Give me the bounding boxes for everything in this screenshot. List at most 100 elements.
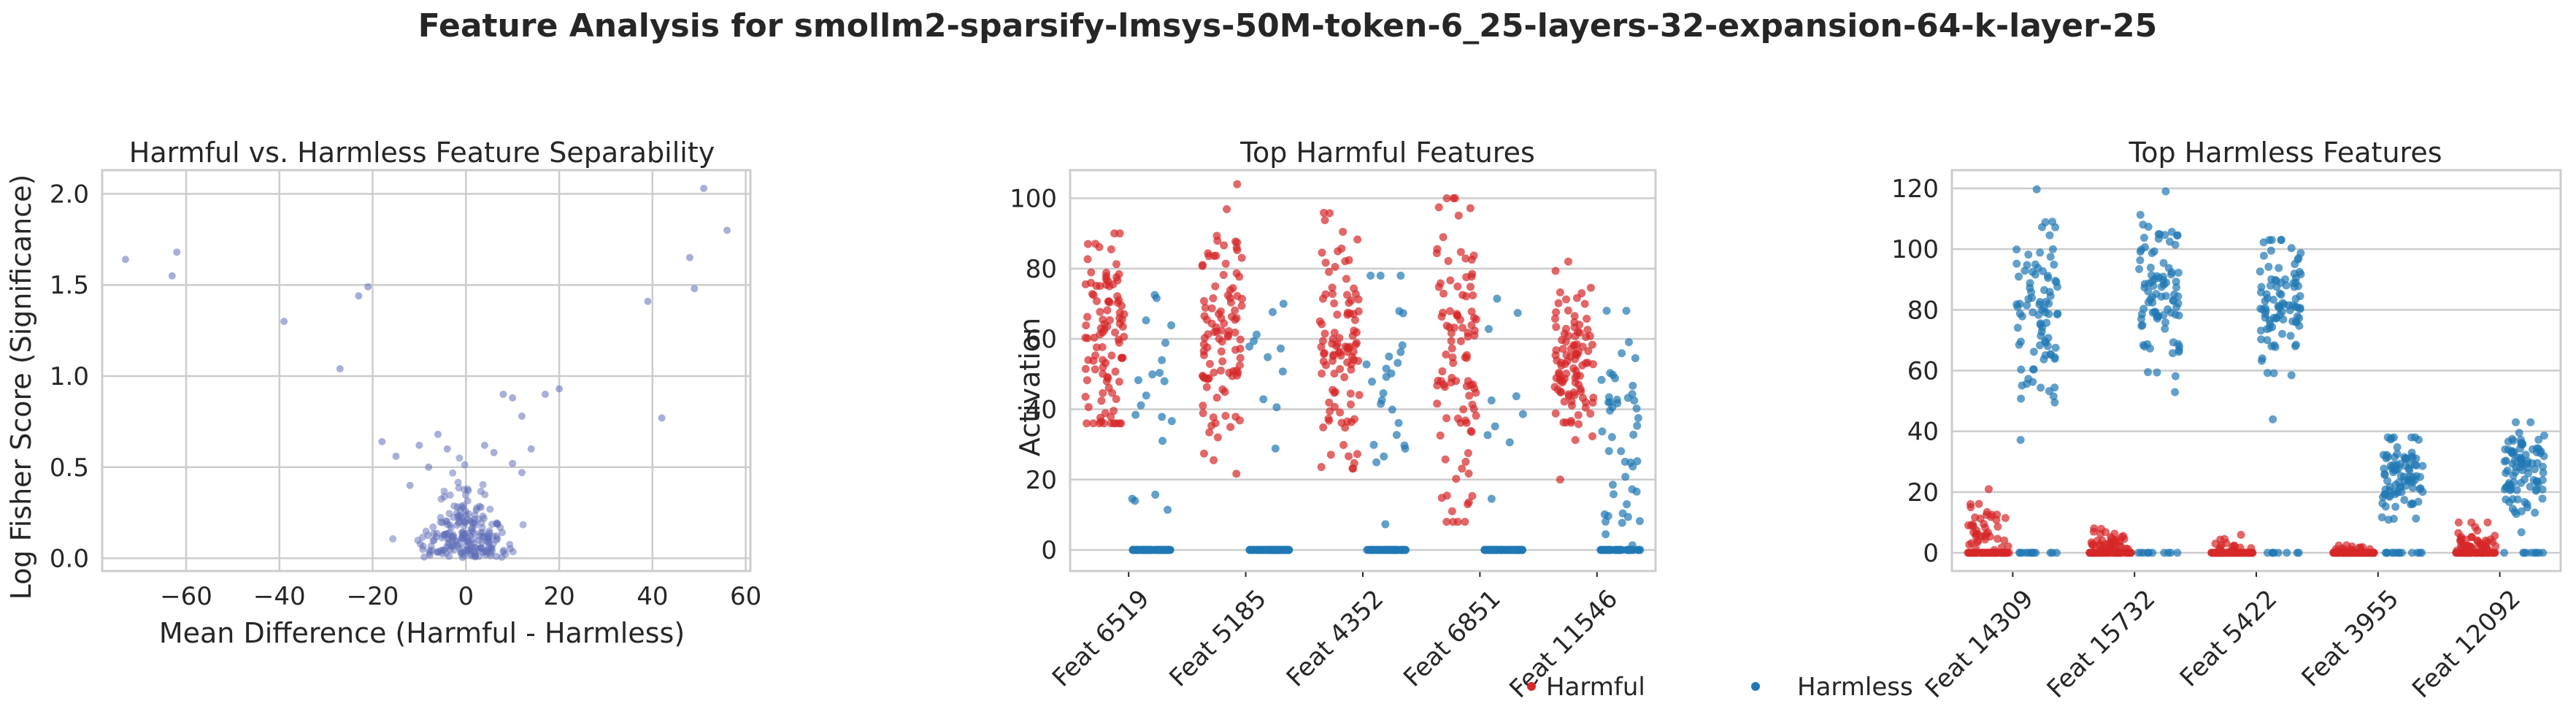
strip-point bbox=[1342, 291, 1351, 299]
strip-point bbox=[2017, 365, 2026, 374]
strip-point bbox=[1604, 447, 1613, 456]
strip-point bbox=[1156, 369, 1164, 378]
strip-point bbox=[1434, 283, 1443, 291]
strip-point bbox=[2171, 372, 2180, 380]
strip-point bbox=[2050, 260, 2058, 269]
strip-point bbox=[2528, 459, 2537, 467]
strip-point bbox=[2453, 548, 2461, 557]
strip-point bbox=[1586, 283, 1595, 292]
strip-point bbox=[1551, 351, 1560, 360]
strip-point bbox=[2393, 443, 2402, 452]
strip-point bbox=[1469, 405, 1478, 413]
strip-point bbox=[2138, 321, 2147, 329]
strip-point bbox=[1330, 388, 1339, 397]
strip-point bbox=[1353, 235, 1362, 244]
strip-point bbox=[1964, 521, 1973, 529]
strip-point bbox=[1270, 545, 1279, 554]
strip-point bbox=[2291, 318, 2300, 326]
strip-point bbox=[1252, 330, 1261, 339]
strip-point bbox=[1089, 291, 1098, 299]
strip-point bbox=[1623, 513, 1632, 521]
strip-point bbox=[1388, 545, 1396, 554]
strip-point bbox=[1439, 289, 1448, 298]
strip-point bbox=[1223, 291, 1232, 299]
strip-point bbox=[2383, 548, 2391, 557]
strip-point bbox=[2266, 320, 2275, 329]
strip-point bbox=[2038, 223, 2047, 231]
strip-point bbox=[1269, 307, 1277, 316]
strip-point bbox=[2154, 312, 2163, 321]
strip-point bbox=[1341, 257, 1350, 266]
scatter-point bbox=[723, 226, 731, 234]
strip-point bbox=[2140, 342, 2149, 351]
strip-point bbox=[1982, 510, 1991, 519]
y-tick-label: 40 bbox=[1907, 418, 1939, 447]
strip-point bbox=[2277, 307, 2286, 316]
strip-point bbox=[2290, 269, 2299, 278]
strip-point bbox=[2154, 230, 2163, 239]
strip-point bbox=[2269, 369, 2278, 378]
strip-point bbox=[1205, 428, 1214, 437]
strip-point bbox=[2257, 283, 2266, 291]
strip-point bbox=[1396, 348, 1405, 356]
strip-point bbox=[1317, 463, 1326, 472]
strip-point bbox=[2015, 309, 2024, 318]
scatter-point bbox=[481, 491, 489, 499]
scatter-point bbox=[493, 532, 501, 540]
strip-point bbox=[2137, 245, 2145, 254]
strip-point bbox=[2396, 472, 2405, 480]
strip-point bbox=[1459, 405, 1468, 414]
strip-point bbox=[2001, 513, 2010, 522]
x-tick-label: Feat 6851 bbox=[1398, 584, 1507, 693]
strip-point bbox=[1343, 358, 1352, 367]
strip-point bbox=[1570, 312, 1579, 321]
strip-point bbox=[2277, 290, 2285, 299]
strip-point bbox=[1340, 373, 1349, 382]
scatter-point bbox=[406, 481, 414, 489]
strip-point bbox=[1272, 403, 1281, 412]
scatter-point bbox=[364, 283, 372, 291]
strip-point bbox=[2394, 478, 2403, 487]
strip-point bbox=[1083, 419, 1091, 428]
y-tick-label: 1.0 bbox=[50, 362, 89, 391]
strip-point bbox=[1981, 523, 1990, 532]
y-tick-label: 20 bbox=[1026, 466, 1057, 495]
strip-point bbox=[1104, 277, 1112, 286]
strip-point bbox=[2027, 288, 2036, 296]
strip-point bbox=[1351, 340, 1360, 349]
strip-point bbox=[1558, 377, 1567, 386]
strip-point bbox=[1199, 296, 1208, 305]
strip-point bbox=[2157, 292, 2166, 301]
strip-point bbox=[1437, 313, 1446, 321]
strip-point bbox=[1231, 315, 1239, 324]
legend: Harmful Harmless bbox=[1527, 673, 1913, 702]
strip-point bbox=[2017, 394, 2026, 403]
strip-point bbox=[2281, 275, 2290, 283]
strip-point bbox=[2516, 435, 2525, 444]
strip-point bbox=[1388, 405, 1396, 414]
strip-point bbox=[1633, 457, 1642, 466]
scatter-point bbox=[460, 521, 468, 529]
strip-point bbox=[2504, 437, 2512, 446]
strip-point bbox=[1452, 475, 1461, 483]
strip-point bbox=[1081, 364, 1090, 373]
strip-point bbox=[1083, 313, 1092, 321]
strip-point bbox=[2034, 264, 2042, 272]
strip-point bbox=[1602, 530, 1610, 539]
strip-point bbox=[1369, 440, 1378, 449]
strip-point bbox=[1099, 363, 1107, 372]
strip-point bbox=[1349, 310, 1358, 318]
strip-point bbox=[2540, 431, 2548, 440]
strip-point bbox=[1634, 545, 1643, 554]
strip-point bbox=[1277, 344, 1285, 353]
strip-point bbox=[1226, 298, 1235, 307]
strip-point bbox=[1433, 245, 1442, 253]
strip-point bbox=[1221, 411, 1230, 420]
x-tick-label: −20 bbox=[347, 582, 399, 611]
strip-point bbox=[2500, 548, 2509, 557]
strip-point bbox=[2286, 332, 2295, 340]
strip-point bbox=[1512, 392, 1520, 401]
strip-point bbox=[1564, 306, 1572, 315]
strip-point bbox=[1447, 329, 1456, 337]
strip-point bbox=[1379, 388, 1388, 397]
